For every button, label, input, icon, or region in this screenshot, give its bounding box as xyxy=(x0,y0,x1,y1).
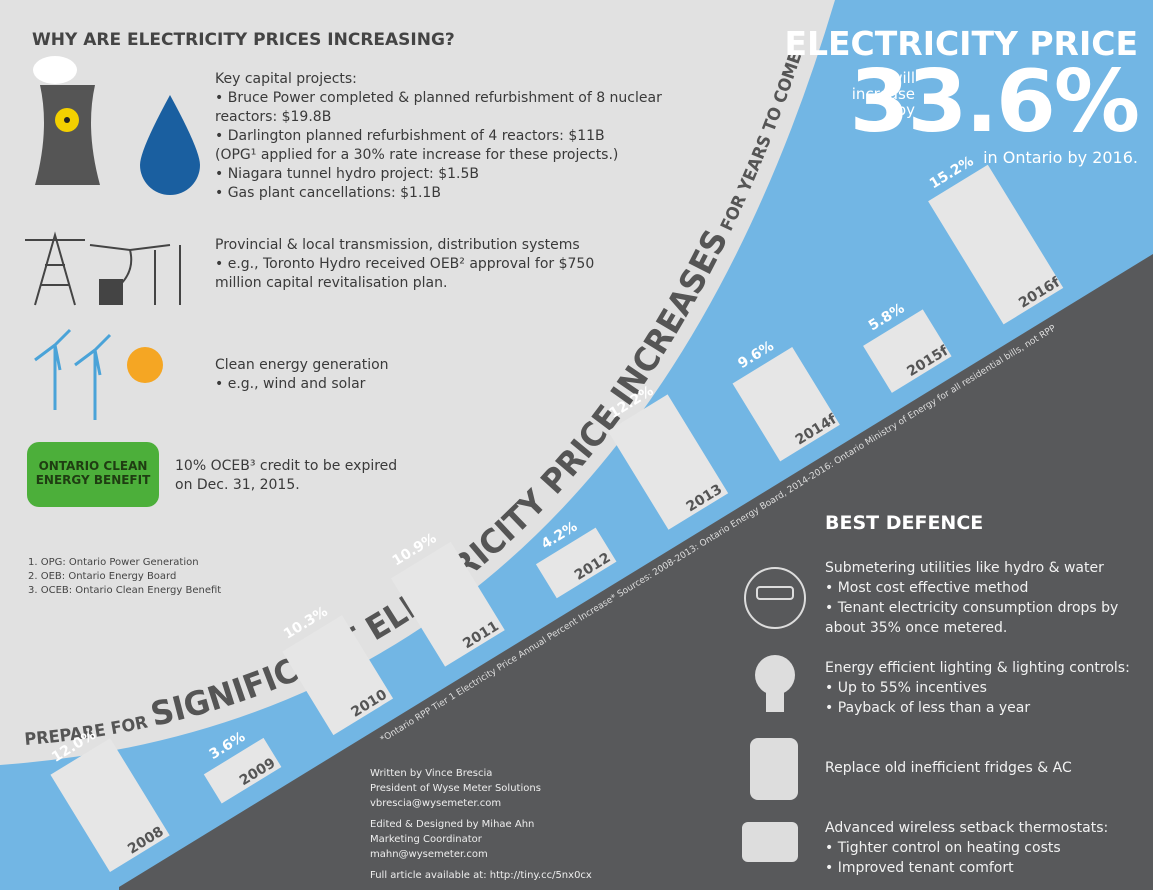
defence-line: • Most cost effective method xyxy=(825,578,1145,598)
credit-line: Edited & Designed by Mihae Ahn xyxy=(370,817,592,832)
cause: 10% OCEB³ credit to be expired on Dec. 3… xyxy=(175,457,405,495)
cause-line: Clean energy generation xyxy=(215,356,635,375)
defence-item: Energy efficient lighting & lighting con… xyxy=(825,658,1145,718)
credit-line: President of Wyse Meter Solutions xyxy=(370,781,592,796)
water-icon xyxy=(140,95,200,195)
credit-line: Written by Vince Brescia xyxy=(370,766,592,781)
defence-line: • Improved tenant comfort xyxy=(825,858,1145,878)
cause-line: 10% OCEB³ credit to be expired on Dec. 3… xyxy=(175,457,405,495)
cause-line: • Bruce Power completed & planned refurb… xyxy=(215,89,695,127)
cause-line: • Darlington planned refurbishment of 4 … xyxy=(215,127,695,146)
cause-line: • e.g., Toronto Hydro received OEB² appr… xyxy=(215,255,635,293)
cause-line: (OPG¹ applied for a 30% rate increase fo… xyxy=(215,146,695,165)
credit-line: vbrescia@wysemeter.com xyxy=(370,796,592,811)
footnote: 1. OPG: Ontario Power Generation xyxy=(28,556,221,570)
cause: Provincial & local transmission, distrib… xyxy=(215,236,635,293)
infographic: PREPARE FOR SIGNIFICANT ELECTRICITY PRIC… xyxy=(0,0,1153,890)
wind-icon xyxy=(35,330,110,420)
cause-line: Key capital projects: xyxy=(215,70,695,89)
sun-icon xyxy=(127,347,163,383)
footnote: 3. OCEB: Ontario Clean Energy Benefit xyxy=(28,584,221,598)
cause-line: Provincial & local transmission, distrib… xyxy=(215,236,635,255)
defence-line: Replace old inefficient fridges & AC xyxy=(825,758,1145,778)
credit-line: Marketing Coordinator xyxy=(370,832,592,847)
cause-line: • e.g., wind and solar xyxy=(215,375,635,394)
credit-line: mahn@wysemeter.com xyxy=(370,847,592,862)
defence-item: Replace old inefficient fridges & AC xyxy=(825,758,1145,778)
credit-group: Full article available at: http://tiny.c… xyxy=(370,868,592,883)
heading: WHY ARE ELECTRICITY PRICES INCREASING? xyxy=(32,30,455,50)
headline-tail: in Ontario by 2016. xyxy=(983,148,1138,167)
badge-label: ONTARIO CLEAN ENERGY BENEFIT xyxy=(27,459,159,487)
cause-line: • Gas plant cancellations: $1.1B xyxy=(215,184,695,203)
defence-item: Submetering utilities like hydro & water… xyxy=(825,558,1145,638)
credit-line: Full article available at: http://tiny.c… xyxy=(370,868,592,883)
cause: Clean energy generation• e.g., wind and … xyxy=(215,356,635,394)
defence-line: • Payback of less than a year xyxy=(825,698,1145,718)
defence-line: Energy efficient lighting & lighting con… xyxy=(825,658,1145,678)
footnote: 2. OEB: Ontario Energy Board xyxy=(28,570,221,584)
transmission-icon xyxy=(25,235,180,305)
defence-line: Advanced wireless setback thermostats: xyxy=(825,818,1145,838)
cause-line: • Niagara tunnel hydro project: $1.5B xyxy=(215,165,695,184)
defence-line: Submetering utilities like hydro & water xyxy=(825,558,1145,578)
nuclear-icon xyxy=(33,56,100,185)
defence-title: BEST DEFENCE xyxy=(825,512,983,534)
defence-item: Advanced wireless setback thermostats:• … xyxy=(825,818,1145,878)
cause: Key capital projects:• Bruce Power compl… xyxy=(215,70,695,203)
defence-line: • Tenant electricity consumption drops b… xyxy=(825,598,1145,638)
fridge-icon xyxy=(750,738,798,800)
defence-line: • Up to 55% incentives xyxy=(825,678,1145,698)
headline-figure: 33.6% xyxy=(850,52,1138,152)
thermostat-icon xyxy=(742,822,798,862)
defence-line: • Tighter control on heating costs xyxy=(825,838,1145,858)
